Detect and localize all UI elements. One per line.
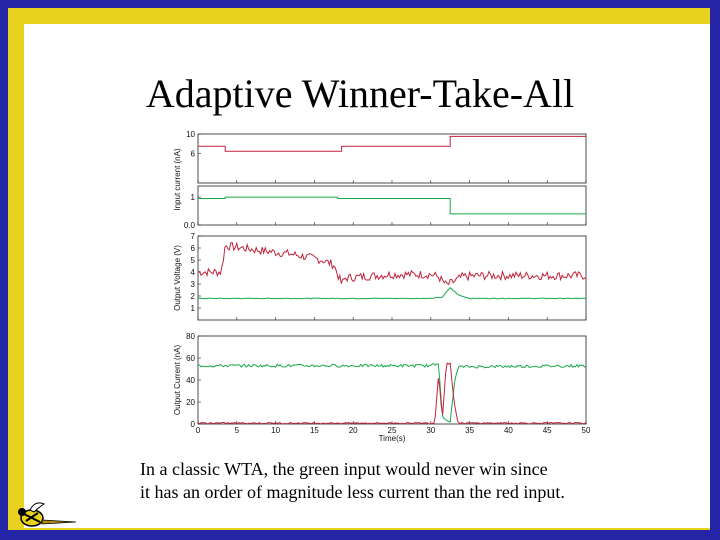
- plot-frame-2: [197, 185, 587, 226]
- y-tick-label: 5: [191, 256, 196, 265]
- y-tick-label: 6: [191, 150, 196, 159]
- y-tick-label: 6: [191, 244, 196, 253]
- x-tick-label: 0: [196, 426, 201, 435]
- x-tick-label: 10: [271, 426, 280, 435]
- plot-frame-4: [197, 335, 587, 425]
- x-axis-label: Time(s): [379, 434, 406, 443]
- hornet-logo-icon: [18, 502, 77, 527]
- y-tick-label: 0: [191, 420, 196, 429]
- x-tick-label: 45: [543, 426, 552, 435]
- series-line-red-1: [198, 135, 586, 152]
- x-tick-label: 50: [582, 426, 591, 435]
- y-tick-label: 80: [186, 332, 195, 341]
- caption-line-1: In a classic WTA, the green input would …: [140, 459, 548, 479]
- y-axis-label: Input current (nA): [173, 148, 182, 211]
- series-line-red-3: [197, 241, 587, 286]
- y-axis-label: Output Current (nA): [173, 345, 182, 416]
- y-tick-label: 60: [186, 354, 195, 363]
- y-tick-label: 10: [186, 130, 195, 139]
- x-tick-label: 30: [426, 426, 435, 435]
- series-line-red-4: [197, 362, 587, 425]
- series-line-green-4: [197, 363, 587, 423]
- x-tick-label: 15: [310, 426, 319, 435]
- y-tick-label: 3: [191, 280, 196, 289]
- y-tick-label: 40: [186, 376, 195, 385]
- x-tick-label: 35: [465, 426, 474, 435]
- y-tick-label: 2: [191, 292, 196, 301]
- x-tick-label: 25: [388, 426, 397, 435]
- y-tick-label: 0.0: [184, 221, 196, 230]
- slide-caption: In a classic WTA, the green input would …: [140, 458, 660, 504]
- plot-frame-1: [197, 133, 587, 184]
- caption-line-2: it has an order of magnitude less curren…: [140, 482, 565, 502]
- y-tick-label: 7: [191, 232, 196, 241]
- y-axis-label: Output Voltage (V): [173, 245, 182, 311]
- x-tick-label: 5: [235, 426, 240, 435]
- y-tick-label: 1: [191, 193, 196, 202]
- y-tick-label: 4: [191, 268, 196, 277]
- slide-title: Adaptive Winner-Take-All: [145, 71, 575, 116]
- series-line-green-3: [197, 287, 586, 300]
- y-tick-label: 1: [191, 304, 196, 313]
- x-tick-label: 20: [349, 426, 358, 435]
- y-tick-label: 20: [186, 398, 195, 407]
- series-line-green-2: [198, 196, 586, 215]
- x-tick-label: 40: [504, 426, 513, 435]
